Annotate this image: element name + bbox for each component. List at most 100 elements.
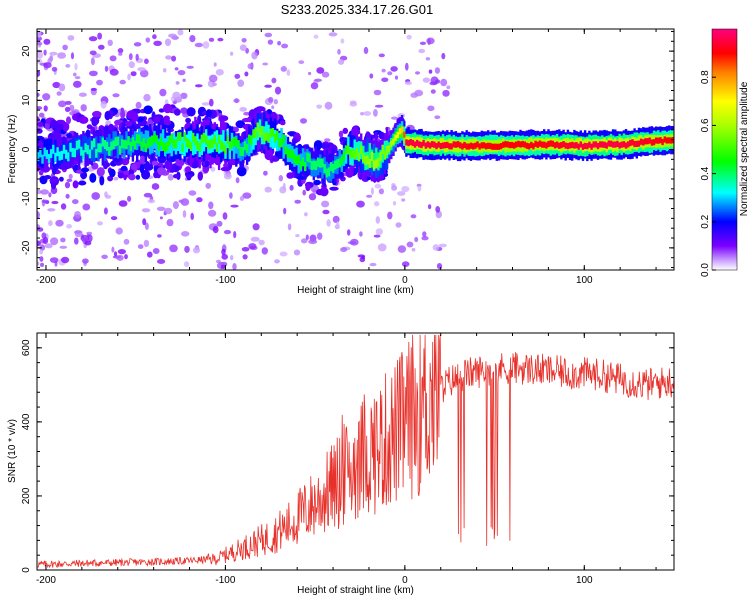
ridge-cell (469, 142, 473, 149)
ridge-cell (177, 132, 180, 142)
ridge-cell (545, 142, 548, 149)
noise-blob (434, 115, 441, 119)
noise-blob (244, 71, 249, 77)
spectral-cell (173, 174, 179, 179)
noise-blob (273, 99, 278, 105)
noise-blob (66, 178, 73, 182)
ridge-cell (258, 128, 262, 138)
ridge-cell (228, 141, 231, 151)
noise-blob (314, 78, 322, 82)
ridge-cell (82, 150, 85, 160)
noise-blob (37, 211, 40, 219)
ridge-cell (93, 144, 96, 163)
ridge-cell (482, 142, 486, 149)
noise-blob (338, 59, 345, 65)
spectral-cell (184, 166, 192, 174)
ridge-cell (60, 150, 64, 160)
noise-blob (422, 77, 431, 83)
snr-xlabel: Height of straight line (km) (297, 585, 414, 596)
spectral-cell (236, 166, 247, 177)
y-tick-label: 600 (21, 339, 32, 356)
spectral-cell (109, 168, 116, 178)
spectral-cell (104, 111, 111, 121)
noise-blob (111, 246, 115, 253)
ridge-cell (282, 134, 285, 144)
ridge-cell (58, 151, 61, 161)
noise-blob (137, 244, 144, 250)
noise-blob (87, 234, 93, 243)
noise-blob (294, 199, 302, 204)
noise-blob (242, 192, 252, 199)
noise-blob (440, 78, 448, 87)
ridge-cell (254, 128, 257, 138)
noise-blob (168, 33, 177, 38)
ridge-cell (136, 134, 139, 144)
noise-blob (130, 71, 137, 77)
ridge-cell (435, 143, 438, 150)
ridge-cell (80, 146, 83, 156)
ridge-cell (110, 141, 113, 151)
ridge-cell (456, 141, 460, 148)
ridge-cell (368, 143, 371, 161)
spectral-cell (164, 160, 173, 170)
noise-blob (195, 84, 203, 88)
noise-blob (164, 207, 173, 215)
spectral-cell (185, 117, 192, 124)
noise-blob (425, 57, 431, 61)
noise-blob (298, 60, 305, 64)
noise-blob (274, 86, 282, 95)
ridge-cell (571, 141, 574, 148)
noise-blob (127, 73, 131, 81)
ridge-cell (56, 149, 59, 167)
spectral-cell (50, 119, 58, 129)
y-tick-label: 400 (21, 413, 32, 430)
noise-blob (381, 68, 386, 73)
ridge-cell (52, 144, 55, 154)
noise-blob (182, 210, 187, 218)
noise-blob (97, 32, 102, 40)
ridge-cell (368, 158, 371, 168)
ridge-cell (332, 163, 335, 173)
noise-blob (84, 240, 92, 246)
noise-blob (64, 106, 71, 113)
ridge-cell (118, 145, 122, 155)
ridge-cell (353, 139, 356, 158)
colorbar-label: Normalized spectral amplitude (739, 81, 750, 216)
noise-blob (308, 239, 318, 245)
ridge-cell (357, 152, 361, 162)
ridge-cell (217, 135, 221, 154)
ridge-cell (642, 139, 645, 146)
noise-blob (186, 65, 194, 69)
ridge-cell (179, 136, 182, 154)
spectral-cell (86, 124, 93, 130)
ridge-cell (375, 147, 378, 166)
ridge-cell (189, 142, 193, 152)
ridge-cell (323, 164, 326, 173)
ridge-cell (637, 140, 641, 147)
spectral-cell (99, 175, 105, 186)
noise-blob (98, 44, 105, 50)
noise-blob (340, 247, 348, 253)
noise-blob (421, 236, 429, 241)
noise-blob (115, 227, 123, 235)
noise-blob (438, 243, 447, 248)
noise-blob (374, 104, 384, 108)
ridge-cell (54, 152, 57, 162)
ridge-cell (198, 143, 201, 152)
noise-blob (397, 191, 406, 196)
noise-blob (72, 199, 79, 205)
ridge-cell (276, 133, 279, 152)
noise-blob (304, 212, 308, 217)
noise-blob (182, 78, 186, 83)
y-tick-label: -20 (21, 240, 32, 255)
noise-blob (80, 104, 87, 112)
noise-blob (152, 248, 160, 254)
noise-blob (359, 231, 363, 237)
ridge-cell (461, 143, 464, 150)
spectral-cell (103, 163, 108, 170)
ridge-cell (325, 168, 328, 178)
ridge-cell (200, 134, 203, 144)
ridge-cell (512, 142, 516, 149)
ridge-cell (200, 137, 203, 155)
